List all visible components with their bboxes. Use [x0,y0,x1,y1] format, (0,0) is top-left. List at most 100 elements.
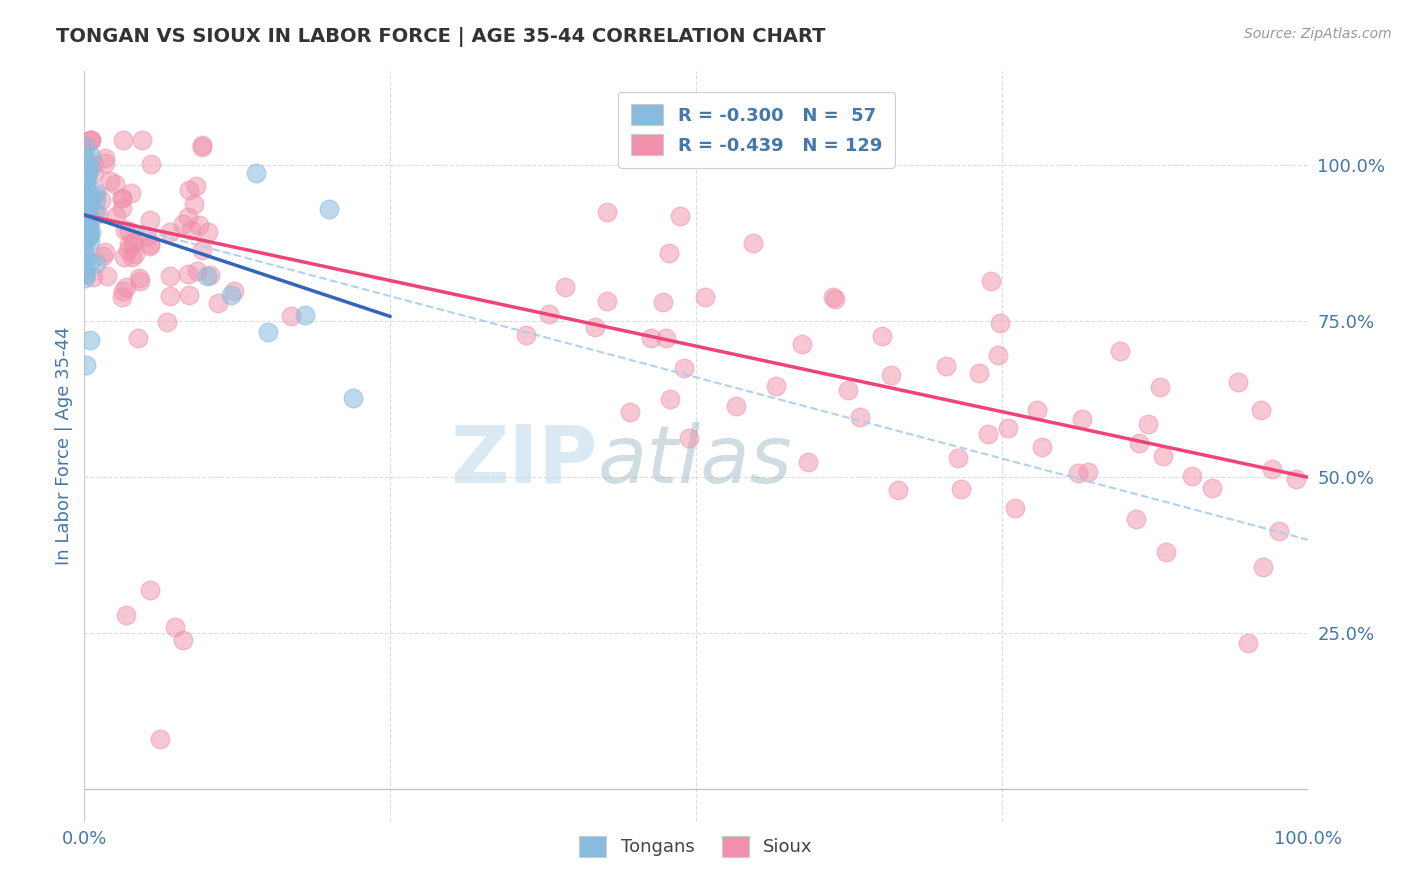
Point [139,157,162,171]
Point [73,225,96,239]
Point [988,316,1011,330]
Point [596,293,619,308]
Point [73,193,96,207]
Point [79,234,101,248]
Point [76,195,98,210]
Point [75,200,97,214]
Point [114,222,136,236]
Point [191,140,214,154]
Point [191,138,214,153]
Point [1154,545,1177,559]
Point [342,391,364,405]
Point [224,284,246,298]
Point [80,133,103,147]
Point [172,632,194,647]
Point [77,219,100,233]
Point [186,179,208,194]
Point [934,359,956,373]
Point [537,307,560,321]
Point [77,217,100,231]
Point [73,271,96,285]
Point [111,191,134,205]
Point [75,178,97,193]
Point [195,268,218,283]
Point [127,331,149,345]
Point [94,156,117,170]
Point [76,170,98,185]
Point [1026,403,1049,417]
Point [104,177,127,191]
Point [1250,402,1272,417]
Y-axis label: In Labor Force | Age 35-44: In Labor Force | Age 35-44 [55,326,73,566]
Point [75,358,97,372]
Point [83,166,105,180]
Point [1227,375,1250,389]
Point [82,157,104,171]
Point [950,482,973,496]
Point [741,235,763,250]
Point [765,379,787,393]
Point [1109,344,1132,359]
Point [75,218,97,232]
Point [83,205,105,219]
Point [191,244,214,258]
Point [724,399,747,413]
Point [75,152,97,166]
Point [245,166,267,180]
Point [73,171,96,186]
Point [837,383,859,397]
Point [77,227,100,241]
Point [75,231,97,245]
Point [515,327,537,342]
Point [73,242,96,256]
Point [977,426,1000,441]
Point [115,280,138,294]
Point [87,207,110,221]
Point [122,235,145,250]
Point [111,290,134,304]
Point [73,172,96,186]
Point [90,194,112,208]
Point [163,620,186,634]
Point [880,368,903,382]
Point [111,191,134,205]
Point [75,205,97,219]
Point [177,211,200,225]
Point [76,222,98,236]
Point [257,326,280,340]
Point [655,331,678,345]
Point [105,209,128,223]
Point [124,247,146,261]
Point [987,348,1010,362]
Point [1070,412,1092,426]
Point [120,186,142,201]
Point [219,287,242,301]
Point [98,174,121,188]
Point [180,223,202,237]
Point [797,455,820,469]
Legend: Tongans, Sioux: Tongans, Sioux [572,829,820,864]
Point [207,296,229,310]
Point [177,288,200,302]
Point [849,410,872,425]
Point [1251,560,1274,574]
Point [1201,481,1223,495]
Point [73,201,96,215]
Point [76,166,98,180]
Point [946,451,969,466]
Point [73,140,96,154]
Point [76,205,98,219]
Point [997,421,1019,435]
Point [80,149,103,163]
Point [821,290,844,304]
Point [75,267,97,281]
Point [1285,472,1308,486]
Point [1149,380,1171,394]
Point [77,195,100,210]
Point [1236,636,1258,650]
Point [658,246,681,260]
Point [824,292,846,306]
Point [80,225,103,239]
Point [75,198,97,212]
Point [197,225,219,239]
